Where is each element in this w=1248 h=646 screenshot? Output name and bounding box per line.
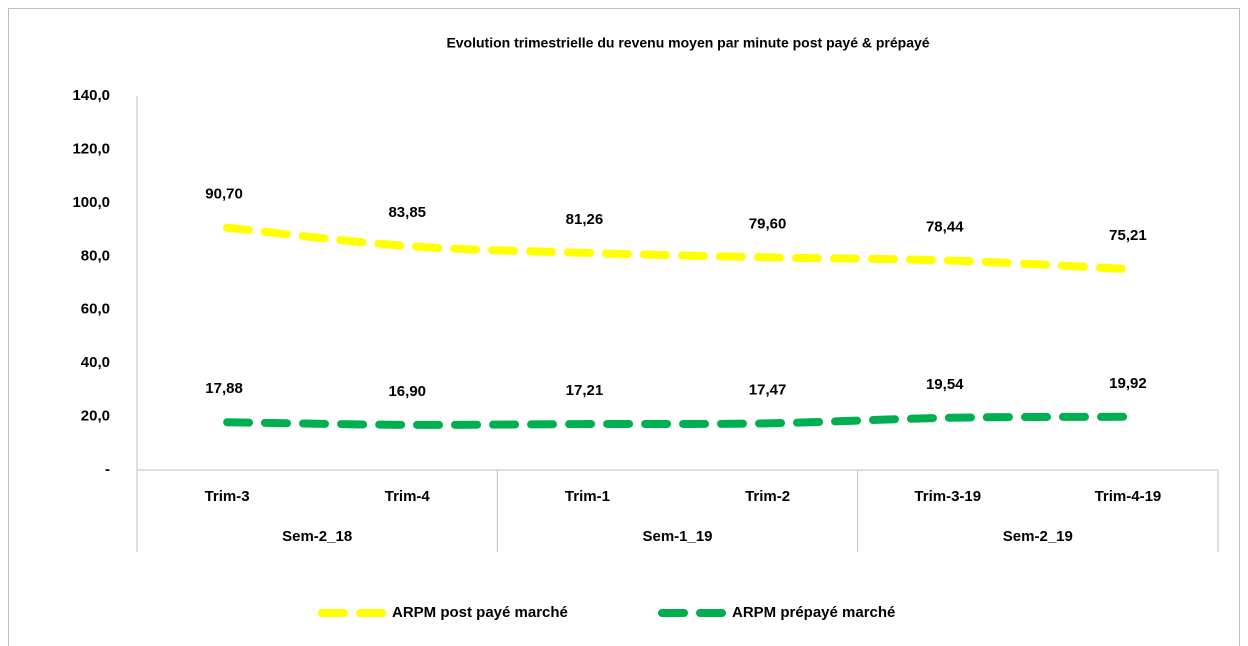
x-tick-label: Trim-4 [385, 488, 431, 505]
data-label: 83,85 [388, 204, 426, 221]
y-tick-label: - [105, 461, 110, 478]
legend-label: ARPM post payé marché [392, 604, 568, 621]
y-tick-label: 100,0 [72, 194, 110, 211]
y-tick-label: 60,0 [81, 301, 110, 318]
line-series [223, 223, 1132, 274]
data-label: 78,44 [926, 218, 964, 235]
data-label: 90,70 [205, 186, 243, 203]
data-label: 79,60 [749, 215, 787, 232]
y-tick-label: 20,0 [81, 408, 110, 425]
x-tick-label: Trim-3-19 [914, 488, 981, 505]
y-tick-label: 80,0 [81, 247, 110, 264]
x-tick-label: Trim-4-19 [1095, 488, 1162, 505]
x-tick-label: Trim-3 [205, 488, 250, 505]
y-tick-label: 140,0 [72, 87, 110, 104]
legend-label: ARPM prépayé marché [732, 604, 895, 621]
data-label: 17,88 [205, 380, 243, 397]
data-label: 19,54 [926, 376, 964, 393]
data-label: 19,92 [1109, 375, 1147, 392]
y-tick-label: 40,0 [81, 354, 110, 371]
x-tick-label: Trim-2 [745, 488, 790, 505]
data-label: 81,26 [566, 211, 604, 228]
x-tick-label: Trim-1 [565, 488, 610, 505]
data-label: 16,90 [388, 383, 426, 400]
data-label: 17,47 [749, 381, 787, 398]
data-label: 17,21 [566, 382, 604, 399]
chart-frame [8, 8, 1240, 646]
chart-title: Evolution trimestrielle du revenu moyen … [446, 35, 929, 51]
data-label: 75,21 [1109, 227, 1147, 244]
group-label: Sem-1_19 [642, 528, 712, 545]
y-tick-label: 120,0 [72, 140, 110, 157]
group-label: Sem-2_18 [282, 528, 352, 545]
line-series [223, 412, 1132, 429]
group-label: Sem-2_19 [1003, 528, 1073, 545]
